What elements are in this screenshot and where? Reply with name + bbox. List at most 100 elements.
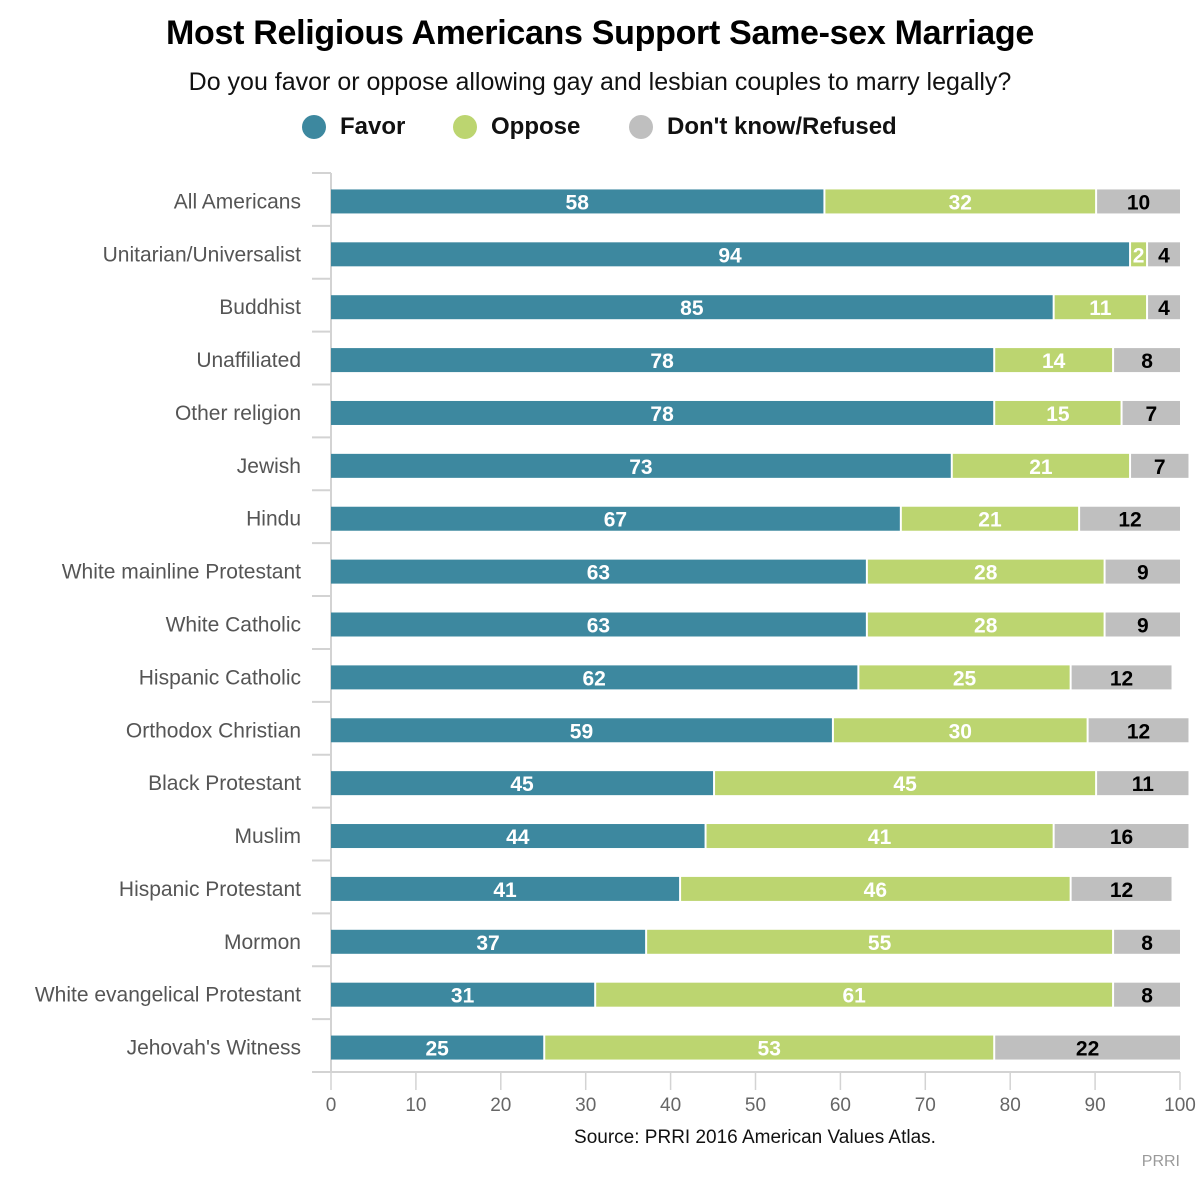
bar-segment-don-t-know-refused <box>995 1035 1180 1060</box>
data-label-favor: 63 <box>587 562 610 585</box>
x-tick-label: 80 <box>1000 1095 1021 1116</box>
category-label: Jehovah's Witness <box>127 1037 301 1060</box>
data-label-favor: 58 <box>566 191 590 214</box>
category-label: Hispanic Catholic <box>139 666 301 689</box>
bar-segment-favor <box>331 400 994 425</box>
category-label: Other religion <box>175 402 301 425</box>
data-label-favor: 62 <box>583 667 606 690</box>
data-label-favor: 44 <box>506 826 530 849</box>
data-label-oppose: 15 <box>1046 403 1070 426</box>
data-label-oppose: 45 <box>893 773 917 796</box>
legend-swatch-oppose <box>453 115 477 139</box>
data-label-oppose: 41 <box>868 826 892 849</box>
data-label-don-t-know-refused: 8 <box>1141 932 1153 955</box>
bar-segment-favor <box>331 929 646 954</box>
bar-segment-favor <box>331 876 680 901</box>
data-label-favor: 78 <box>650 350 674 373</box>
category-label: Hispanic Protestant <box>119 878 301 901</box>
category-label: Muslim <box>235 825 302 848</box>
bar-segment-don-t-know-refused <box>1097 189 1180 214</box>
bar-segment-favor <box>331 665 858 690</box>
bar-segment-favor <box>331 348 994 373</box>
data-label-oppose: 11 <box>1089 297 1112 320</box>
legend-label-dont-know: Don't know/Refused <box>667 113 897 140</box>
legend-label-oppose: Oppose <box>491 113 581 140</box>
data-label-don-t-know-refused: 11 <box>1132 773 1155 796</box>
bar-segment-oppose <box>715 771 1096 796</box>
data-label-favor: 45 <box>510 773 534 796</box>
data-label-don-t-know-refused: 12 <box>1118 509 1141 532</box>
category-label: Hindu <box>246 508 301 531</box>
bar-segment-don-t-know-refused <box>1071 665 1172 690</box>
x-tick-label: 40 <box>660 1095 681 1116</box>
data-label-don-t-know-refused: 22 <box>1076 1038 1099 1061</box>
x-tick-label: 30 <box>575 1095 596 1116</box>
data-label-favor: 41 <box>493 879 517 902</box>
data-label-favor: 31 <box>451 985 475 1008</box>
data-label-don-t-know-refused: 7 <box>1154 456 1166 479</box>
x-tick-label: 70 <box>915 1095 936 1116</box>
bar-segment-don-t-know-refused <box>1054 824 1189 849</box>
legend-label-favor: Favor <box>340 113 406 140</box>
bar-segment-favor <box>331 718 832 743</box>
chart-title: Most Religious Americans Support Same-se… <box>166 14 1034 52</box>
category-label: Buddhist <box>219 296 301 319</box>
data-label-don-t-know-refused: 10 <box>1127 191 1150 214</box>
data-label-oppose: 14 <box>1042 350 1066 373</box>
data-label-oppose: 46 <box>864 879 887 902</box>
data-label-favor: 94 <box>718 244 742 267</box>
chart-subtitle: Do you favor or oppose allowing gay and … <box>188 68 1012 96</box>
data-label-favor: 67 <box>604 509 627 532</box>
bar-segment-don-t-know-refused <box>1088 718 1189 743</box>
bar-segment-don-t-know-refused <box>1114 929 1180 954</box>
bar-segment-oppose <box>596 982 1113 1007</box>
bar-segment-oppose <box>647 929 1113 954</box>
legend-item-oppose: Oppose <box>453 112 580 142</box>
bar-segment-favor <box>331 982 595 1007</box>
bar-segment-don-t-know-refused <box>1071 876 1172 901</box>
bar-segment-don-t-know-refused <box>1105 559 1180 584</box>
bar-segment-favor <box>331 506 900 531</box>
bar-segment-don-t-know-refused <box>1097 771 1189 796</box>
x-tick-label: 60 <box>830 1095 851 1116</box>
x-tick-label: 50 <box>745 1095 766 1116</box>
data-label-don-t-know-refused: 8 <box>1141 985 1153 1008</box>
bar-segment-favor <box>331 295 1053 320</box>
category-label: White evangelical Protestant <box>35 984 301 1007</box>
category-label: Unaffiliated <box>196 349 301 372</box>
credit-label: PRRI <box>1141 1153 1180 1170</box>
bar-segment-don-t-know-refused <box>1131 453 1189 478</box>
bar-segment-oppose <box>901 506 1079 531</box>
bar-segment-oppose <box>545 1035 994 1060</box>
category-label: Unitarian/Universalist <box>103 243 302 266</box>
bar-segment-oppose <box>1054 295 1147 320</box>
bar-segment-oppose <box>952 453 1130 478</box>
legend: Favor Oppose Don't know/Refused <box>0 112 1200 142</box>
bar-segment-favor <box>331 242 1130 267</box>
bar-segment-don-t-know-refused <box>1105 612 1180 637</box>
data-label-don-t-know-refused: 9 <box>1137 615 1149 638</box>
bar-segment-oppose <box>867 559 1104 584</box>
bar-segment-oppose <box>867 612 1104 637</box>
bar-segment-favor <box>331 559 866 584</box>
data-label-favor: 78 <box>650 403 674 426</box>
bar-segment-don-t-know-refused <box>1114 348 1180 373</box>
data-label-oppose: 25 <box>953 667 977 690</box>
data-label-oppose: 21 <box>978 509 1002 532</box>
bar-segment-oppose <box>995 348 1113 373</box>
x-tick-label: 0 <box>326 1095 337 1116</box>
data-label-favor: 73 <box>629 456 652 479</box>
legend-item-favor: Favor <box>302 112 405 142</box>
data-label-favor: 37 <box>476 932 499 955</box>
legend-swatch-dont-know <box>629 115 653 139</box>
bar-segment-favor <box>331 1035 544 1060</box>
x-tick-label: 20 <box>490 1095 511 1116</box>
bar-segment-favor <box>331 453 951 478</box>
category-label: Black Protestant <box>148 772 301 795</box>
data-label-oppose: 61 <box>842 985 866 1008</box>
data-label-oppose: 28 <box>974 615 998 638</box>
bar-segment-favor <box>331 771 714 796</box>
data-label-don-t-know-refused: 4 <box>1158 244 1170 267</box>
category-label: Mormon <box>224 931 301 954</box>
